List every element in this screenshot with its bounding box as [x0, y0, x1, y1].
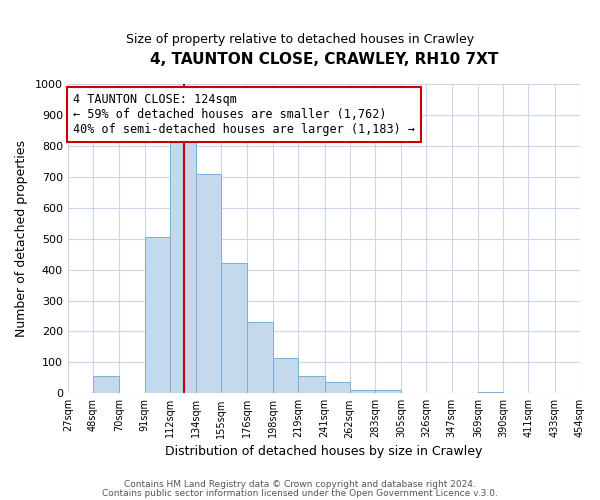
Bar	[247, 322, 273, 394]
Title: 4, TAUNTON CLOSE, CRAWLEY, RH10 7XT: 4, TAUNTON CLOSE, CRAWLEY, RH10 7XT	[150, 52, 498, 68]
Text: Contains HM Land Registry data © Crown copyright and database right 2024.: Contains HM Land Registry data © Crown c…	[124, 480, 476, 489]
Bar	[375, 390, 401, 394]
Bar	[145, 237, 170, 394]
Y-axis label: Number of detached properties: Number of detached properties	[15, 140, 28, 337]
Bar	[325, 382, 350, 394]
X-axis label: Distribution of detached houses by size in Crawley: Distribution of detached houses by size …	[165, 444, 482, 458]
Bar	[170, 140, 196, 394]
Bar	[93, 376, 119, 394]
Bar	[350, 390, 375, 394]
Text: Size of property relative to detached houses in Crawley: Size of property relative to detached ho…	[126, 32, 474, 46]
Bar	[196, 174, 221, 394]
Bar	[273, 358, 298, 394]
Bar	[298, 376, 325, 394]
Text: Contains public sector information licensed under the Open Government Licence v.: Contains public sector information licen…	[102, 488, 498, 498]
Bar	[221, 264, 247, 394]
Text: 4 TAUNTON CLOSE: 124sqm
← 59% of detached houses are smaller (1,762)
40% of semi: 4 TAUNTON CLOSE: 124sqm ← 59% of detache…	[73, 93, 415, 136]
Bar	[478, 392, 503, 394]
